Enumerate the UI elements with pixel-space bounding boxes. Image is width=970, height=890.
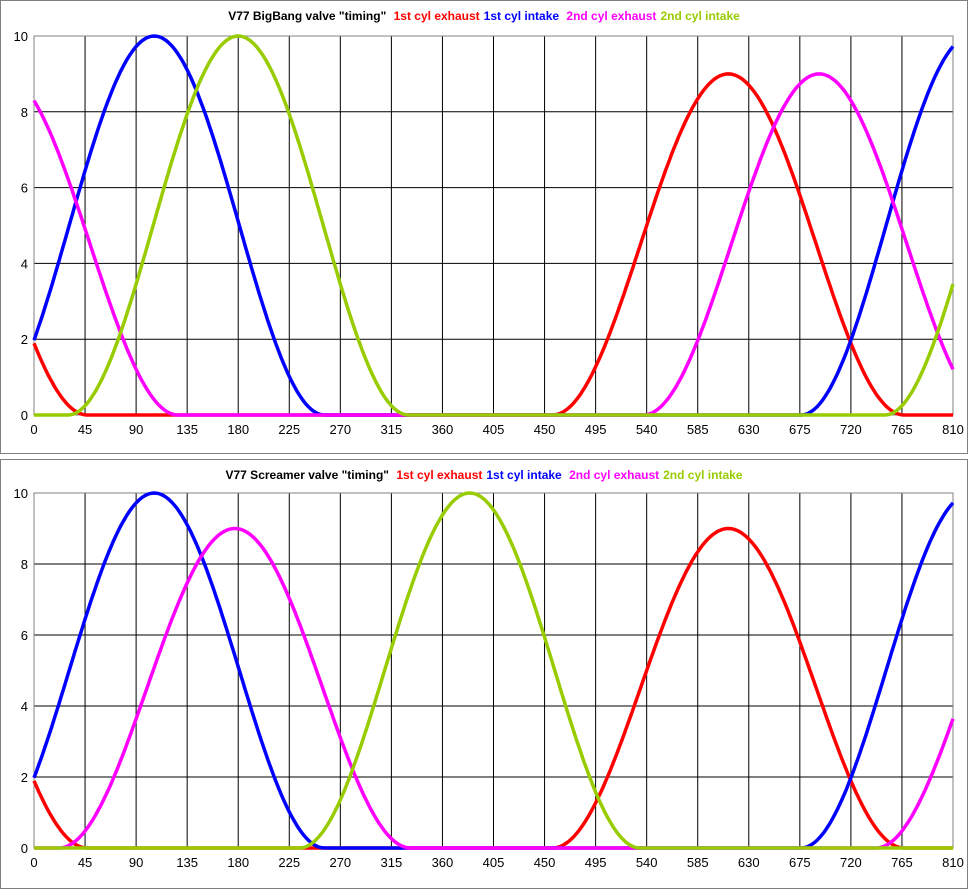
x-tick-label: 180: [227, 855, 249, 870]
y-tick-label: 2: [21, 770, 28, 785]
y-tick-label: 8: [21, 557, 28, 572]
x-tick-label: 810: [942, 422, 964, 437]
x-tick-label: 360: [432, 422, 454, 437]
y-tick-label: 0: [21, 408, 28, 423]
x-tick-label: 720: [840, 855, 862, 870]
y-tick-label: 4: [21, 256, 28, 271]
x-tick-label: 225: [278, 855, 300, 870]
y-tick-label: 10: [14, 29, 28, 44]
series-line-2nd-cyl-intake: [34, 491, 953, 850]
series-lines: [32, 491, 955, 850]
x-tick-label: 45: [78, 855, 92, 870]
axis-labels: 0 45 90 135 180 225 270 315 360 405 450 495 540 585 63…: [14, 29, 964, 437]
x-tick-label: 135: [176, 855, 198, 870]
legend-exhaust1: 1st cyl exhaust: [393, 9, 480, 23]
x-tick-label: 630: [738, 422, 760, 437]
x-tick-label: 270: [329, 855, 351, 870]
legend-exhaust2: 2nd cyl exhaust: [566, 9, 657, 23]
x-tick-label: 630: [738, 855, 760, 870]
y-tick-label: 4: [21, 699, 28, 714]
x-tick-label: 585: [687, 855, 709, 870]
x-tick-label: 540: [636, 422, 658, 437]
gridlines: [33, 492, 954, 849]
chart-panel-screamer: 0 45 90 135 180 225 270 315 360 405 450 495 540 585 63…: [0, 459, 968, 889]
x-tick-label: 315: [381, 422, 403, 437]
chart-svg-screamer: 0 45 90 135 180 225 270 315 360 405 450 495 540 585 63…: [14, 486, 964, 870]
x-tick-label: 315: [381, 855, 403, 870]
axis-labels: 0 45 90 135 180 225 270 315 360 405 450 495 540 585 63…: [14, 486, 964, 870]
legend-intake1: 1st cyl intake: [483, 9, 560, 23]
x-tick-label: 270: [329, 422, 351, 437]
x-tick-label: 90: [129, 422, 143, 437]
y-tick-label: 6: [21, 181, 28, 196]
x-tick-label: 585: [687, 422, 709, 437]
chart-title: V77 Screamer valve "timing": [225, 468, 389, 482]
legend-intake2: 2nd cyl intake: [663, 468, 743, 482]
gridlines: [33, 35, 954, 416]
x-tick-label: 720: [840, 422, 862, 437]
x-tick-label: 675: [789, 422, 811, 437]
x-tick-label: 540: [636, 855, 658, 870]
x-tick-label: 90: [129, 855, 143, 870]
x-tick-label: 405: [483, 855, 505, 870]
x-tick-label: 45: [78, 422, 92, 437]
y-tick-label: 8: [21, 105, 28, 120]
x-tick-label: 180: [227, 422, 249, 437]
chart-svg-bigbang: 0 45 90 135 180 225 270 315 360 405 450 495 540 585 63…: [14, 29, 964, 437]
chart-title: V77 BigBang valve "timing": [228, 9, 387, 23]
x-tick-label: 765: [891, 855, 913, 870]
series-lines: [32, 34, 955, 417]
x-tick-label: 495: [585, 422, 607, 437]
legend-intake2: 2nd cyl intake: [660, 9, 740, 23]
y-tick-label: 2: [21, 332, 28, 347]
x-tick-label: 450: [534, 855, 556, 870]
x-tick-label: 450: [534, 422, 556, 437]
x-tick-label: 360: [432, 855, 454, 870]
series-line-2nd-cyl-intake: [34, 34, 955, 417]
y-tick-label: 6: [21, 628, 28, 643]
x-tick-label: 405: [483, 422, 505, 437]
y-tick-label: 10: [14, 486, 28, 501]
chart-title-row: V77 Screamer valve "timing" 1st cyl exha…: [1, 468, 967, 482]
x-tick-label: 0: [30, 855, 37, 870]
chart-panel-bigbang: 0 45 90 135 180 225 270 315 360 405 450 495 540 585 63…: [0, 0, 968, 454]
x-tick-label: 810: [942, 855, 964, 870]
x-tick-label: 225: [278, 422, 300, 437]
x-tick-label: 675: [789, 855, 811, 870]
legend-exhaust1: 1st cyl exhaust: [396, 468, 483, 482]
x-tick-label: 495: [585, 855, 607, 870]
chart-title-row: V77 BigBang valve "timing" 1st cyl exhau…: [1, 9, 967, 23]
y-tick-label: 0: [21, 841, 28, 856]
x-tick-label: 765: [891, 422, 913, 437]
legend-exhaust2: 2nd cyl exhaust: [569, 468, 660, 482]
legend-intake1: 1st cyl intake: [486, 468, 562, 482]
x-tick-label: 0: [30, 422, 37, 437]
x-tick-label: 135: [176, 422, 198, 437]
